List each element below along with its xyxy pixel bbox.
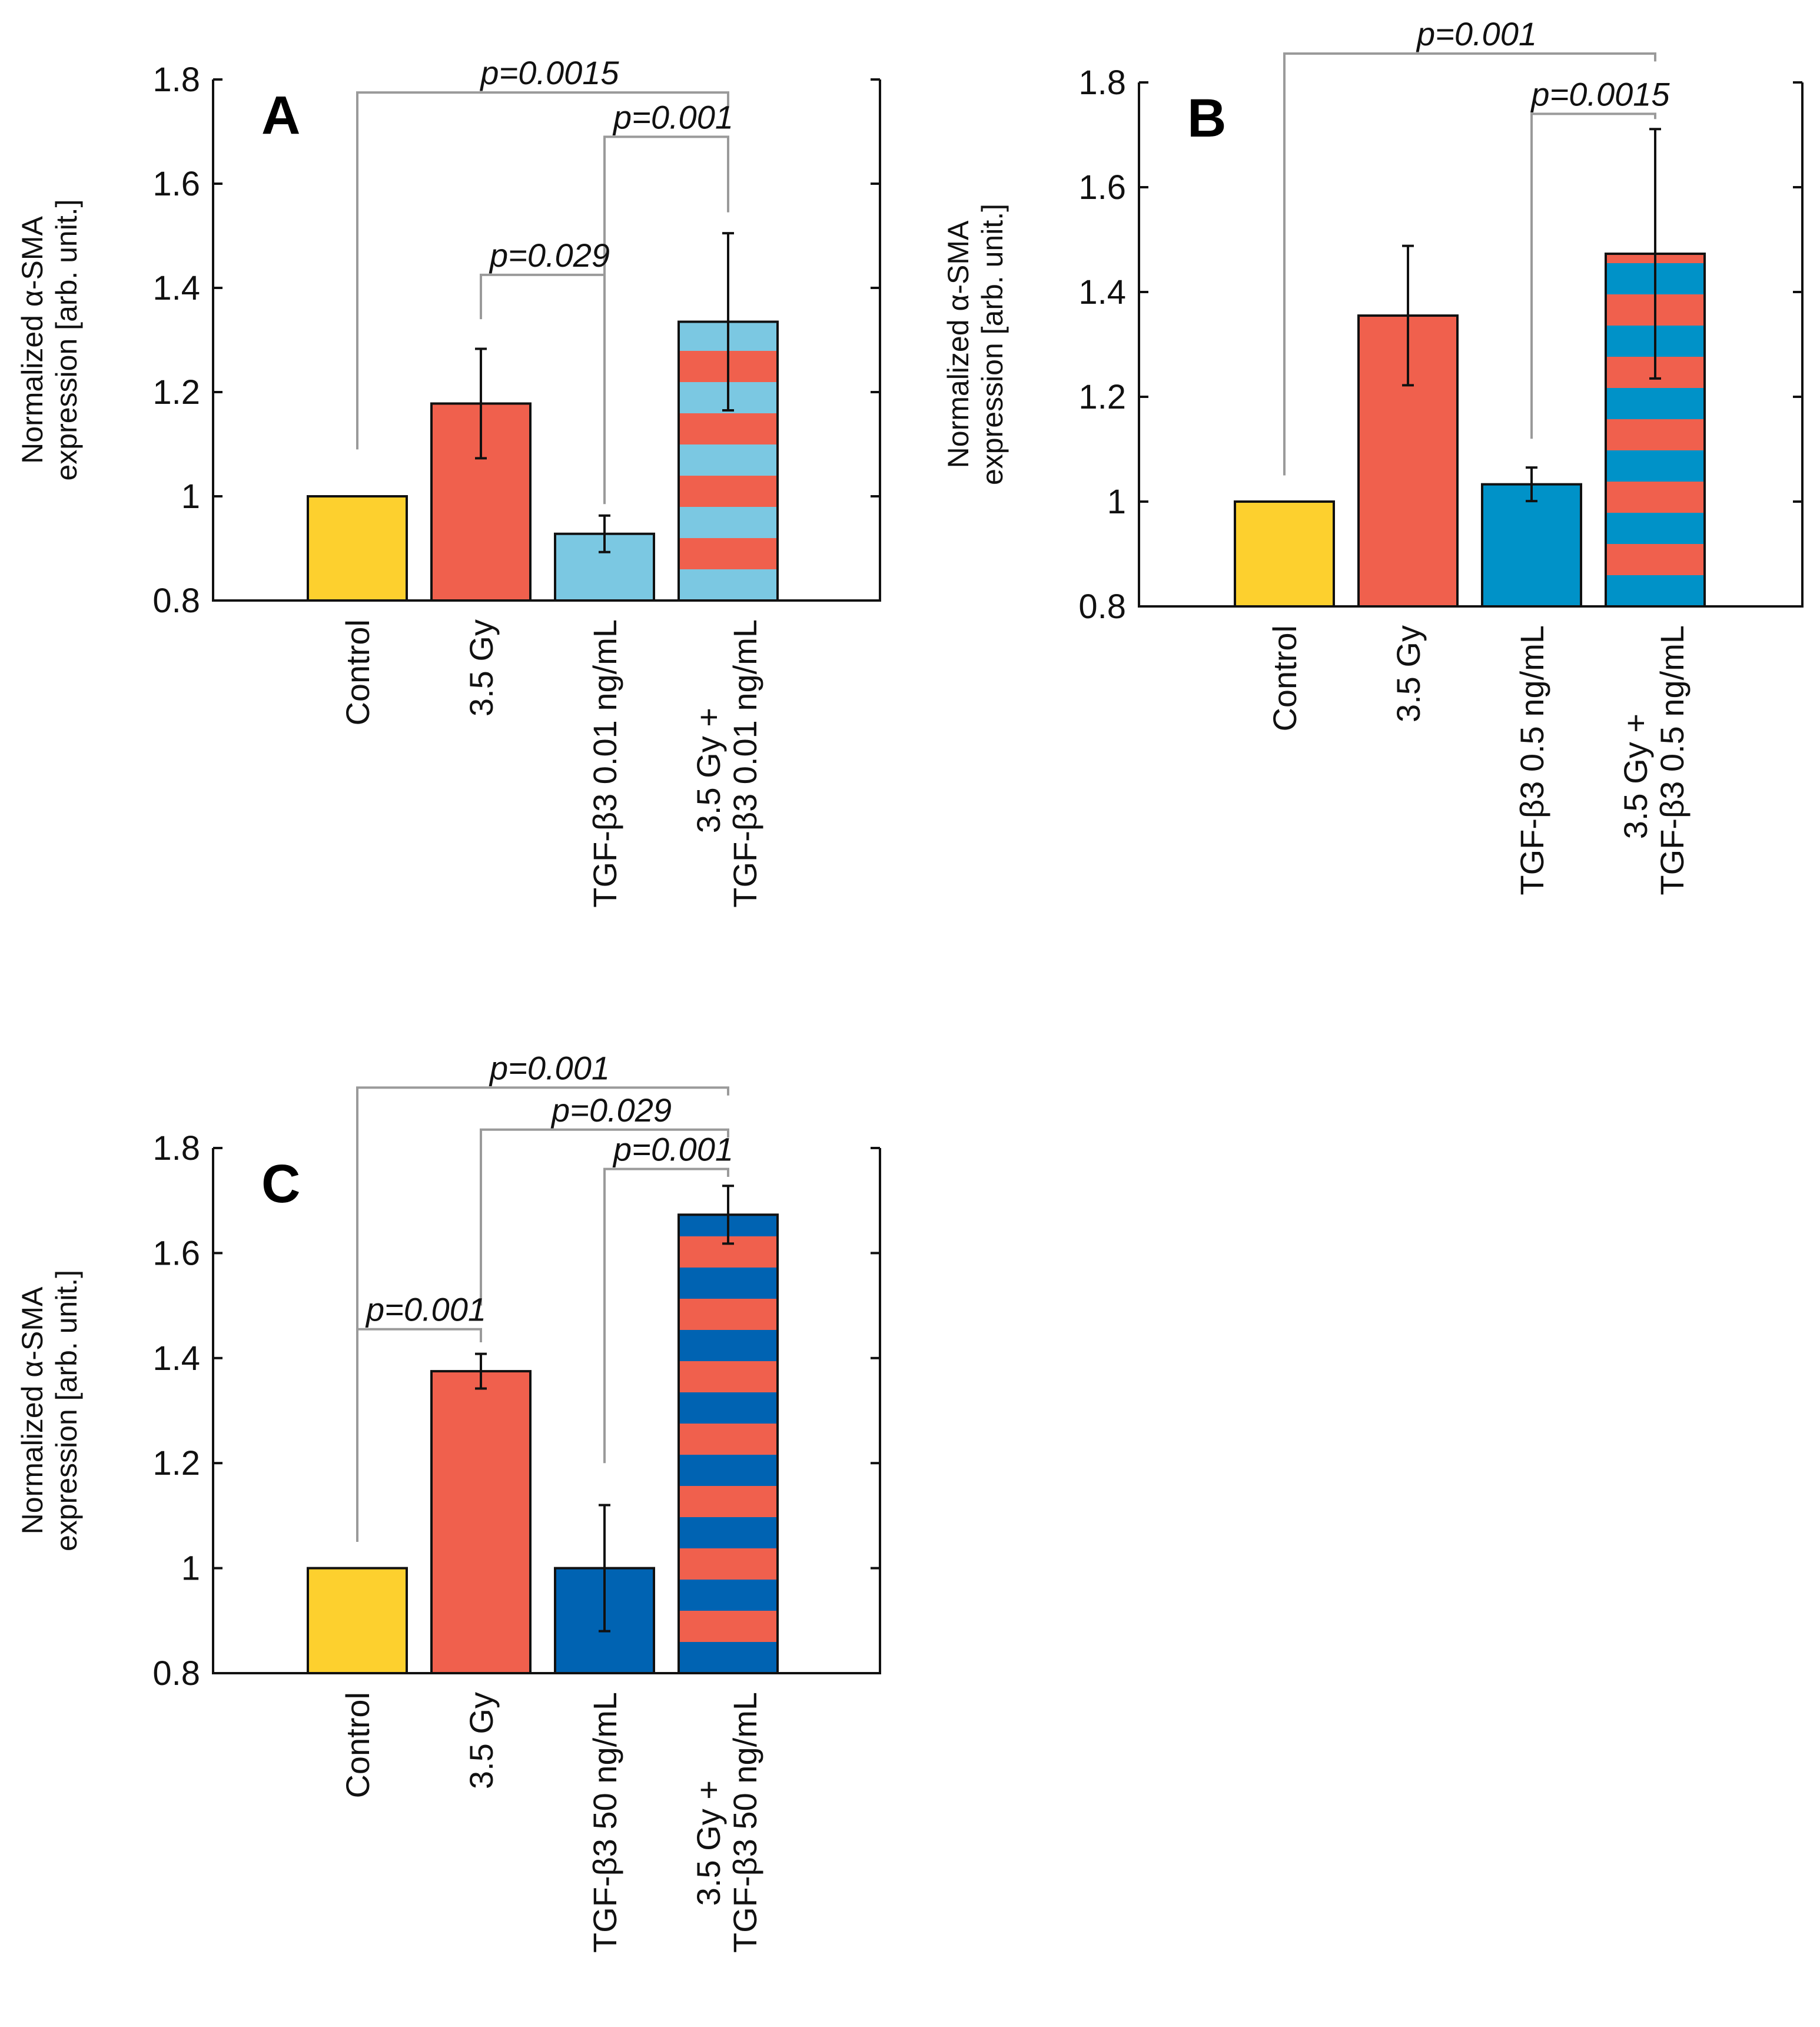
y-tick-label: 1 [181, 1550, 200, 1588]
category-label-line: 3.5 Gy + [1617, 714, 1654, 839]
category-label-line: Control [339, 619, 376, 726]
category-label-line: TGF-β3 0.01 ng/mL [726, 619, 763, 908]
panel-b: 0.8 1 1.2 1.4 1.6 1.8 Normalized α-SMAexpressi… [942, 15, 1804, 895]
category-label-line: 3.5 Gy [1390, 625, 1427, 722]
p-value-label-1: p=0.001 [1416, 15, 1537, 52]
significance-bracket-1 [356, 1086, 729, 1542]
category-label-line: TGF-β3 0.5 ng/mL [1513, 625, 1550, 895]
category-label-2: 3.5 Gy [463, 619, 500, 716]
p-value-label-4: p=0.001 [365, 1291, 486, 1328]
significance-bracket-3 [480, 273, 606, 502]
y-tick-label: 1.4 [152, 1339, 200, 1378]
p-value-label-2: p=0.001 [612, 98, 733, 135]
p-value-label-1: p=0.001 [489, 1049, 610, 1086]
y-tick-label: 1 [181, 477, 200, 516]
category-label-1: Control [339, 619, 376, 726]
category-label-2: 3.5 Gy [1390, 625, 1427, 722]
category-label-1: Control [1266, 625, 1303, 732]
bar-4 [677, 1213, 779, 1674]
y-tick-label: 1.2 [152, 1444, 200, 1482]
y-axis-label-line: Normalized α-SMA [942, 220, 975, 468]
category-label-line: TGF-β3 50 ng/mL [726, 1692, 763, 1953]
p-value-label-3: p=0.001 [612, 1131, 733, 1168]
y-axis-label-line: expression [arb. unit.] [50, 199, 83, 480]
y-tick-label: 1.8 [152, 1129, 200, 1167]
y-axis-label: Normalized α-SMAexpression [arb. unit.] [16, 1270, 83, 1551]
p-value-label-2: p=0.029 [550, 1092, 672, 1129]
panel-a: 0.8 1 1.2 1.4 1.6 1.8 Normalized α-SMAexpressi… [16, 54, 881, 908]
category-label-line: 3.5 Gy + [690, 1780, 727, 1906]
category-label-line: TGF-β3 0.01 ng/mL [586, 619, 623, 908]
category-label-line: TGF-β3 0.5 ng/mL [1653, 625, 1691, 895]
y-tick-label: 0.8 [1078, 588, 1126, 626]
category-label-line: TGF-β3 50 ng/mL [586, 1692, 623, 1953]
category-label-line: 3.5 Gy [463, 1692, 500, 1789]
bar-1 [307, 495, 408, 602]
bar-1 [1234, 500, 1335, 608]
significance-bracket-2 [480, 1128, 729, 1306]
category-label-3: TGF-β3 0.01 ng/mL [586, 619, 623, 908]
y-tick-label: 1.6 [1078, 168, 1126, 207]
panel-letter: A [261, 85, 300, 145]
significance-bracket-1 [1283, 52, 1656, 476]
category-label-1: Control [339, 1692, 376, 1799]
y-tick-label: 1.8 [152, 61, 200, 99]
category-label-line: 3.5 Gy [463, 619, 500, 716]
significance-bracket-2 [1530, 112, 1656, 439]
y-tick-label: 1.4 [152, 269, 200, 307]
significance-bracket-1 [356, 91, 729, 450]
y-axis-label: Normalized α-SMAexpression [arb. unit.] [942, 204, 1009, 485]
y-axis-label-line: Normalized α-SMA [16, 1286, 49, 1534]
p-value-label-3: p=0.029 [489, 237, 610, 274]
y-axis-label: Normalized α-SMAexpression [arb. unit.] [16, 199, 83, 480]
category-label-3: TGF-β3 50 ng/mL [586, 1692, 623, 1953]
category-label-4: 3.5 Gy +TGF-β3 50 ng/mL [690, 1692, 763, 1953]
y-axis-label-line: Normalized α-SMA [16, 216, 49, 464]
y-tick-label: 1.8 [1078, 64, 1126, 102]
category-label-line: Control [339, 1692, 376, 1799]
bar-1 [307, 1567, 408, 1675]
bar-2 [430, 1370, 532, 1675]
p-value-label-1: p=0.0015 [479, 54, 619, 91]
category-label-2: 3.5 Gy [463, 1692, 500, 1789]
y-tick-label: 1.2 [1078, 378, 1126, 416]
y-tick-label: 1.2 [152, 373, 200, 412]
category-label-3: TGF-β3 0.5 ng/mL [1513, 625, 1550, 895]
y-tick-label: 0.8 [152, 582, 200, 620]
y-tick-label: 1.4 [1078, 273, 1126, 311]
y-tick-label: 0.8 [152, 1654, 200, 1693]
significance-bracket-4 [356, 1328, 482, 1542]
y-axis-label-line: expression [arb. unit.] [976, 204, 1009, 485]
significance-bracket-3 [603, 1167, 729, 1464]
category-label-4: 3.5 Gy +TGF-β3 0.5 ng/mL [1617, 625, 1691, 895]
y-tick-label: 1.6 [152, 165, 200, 203]
panel-letter: C [261, 1154, 300, 1214]
category-label-4: 3.5 Gy +TGF-β3 0.01 ng/mL [690, 619, 763, 908]
category-label-line: Control [1266, 625, 1303, 732]
y-tick-label: 1.6 [152, 1234, 200, 1272]
category-label-line: 3.5 Gy + [690, 708, 727, 833]
y-tick-label: 1 [1107, 483, 1126, 521]
y-axis-label-line: expression [arb. unit.] [50, 1270, 83, 1551]
bar-3 [1481, 483, 1582, 608]
panel-letter: B [1187, 88, 1226, 148]
panel-c: 0.8 1 1.2 1.4 1.6 1.8 Normalized α-SMAexpressi… [16, 1049, 881, 1953]
p-value-label-2: p=0.0015 [1530, 75, 1670, 112]
